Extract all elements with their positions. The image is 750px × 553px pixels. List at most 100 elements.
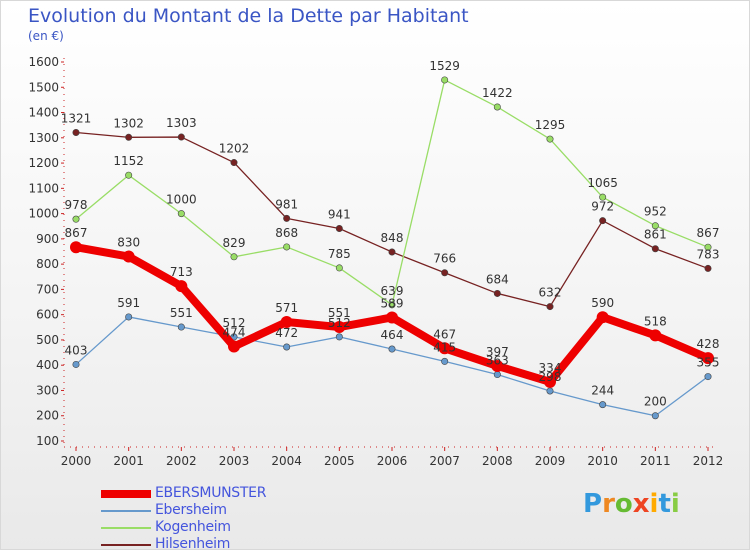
data-point-hilsenheim: [335, 225, 343, 233]
data-point-ebersmunster: [544, 375, 556, 388]
series-layer: [70, 76, 714, 420]
data-point-kogenheim: [388, 301, 396, 309]
data-label-ebersmunster: 518: [644, 314, 667, 328]
data-point-ebersmunster: [596, 311, 609, 324]
data-label-ebersmunster: 428: [697, 337, 720, 351]
legend-swatch: [101, 490, 151, 498]
data-point-ebersmunster: [438, 342, 451, 355]
x-tick-label: 2012: [693, 454, 724, 468]
data-label-ebersheim: 512: [328, 316, 351, 330]
x-tick-label: 2004: [271, 454, 302, 468]
x-tick-label: 2002: [166, 454, 197, 468]
legend-label: Hilsenheim: [155, 536, 231, 552]
data-label-ebersheim: 298: [539, 370, 562, 384]
legend-item: Hilsenheim: [101, 536, 321, 553]
data-label-kogenheim: 1295: [535, 118, 566, 132]
data-point-hilsenheim: [651, 245, 659, 253]
data-point-ebersheim: [651, 412, 659, 420]
y-tick-label: 1500: [28, 80, 59, 94]
data-label-ebersmunster: 713: [170, 265, 193, 279]
y-tick-label: 1600: [28, 55, 59, 69]
data-point-hilsenheim: [177, 133, 185, 141]
data-label-kogenheim: 1152: [113, 154, 144, 168]
y-tick-label: 300: [36, 383, 59, 397]
legend-item: Kogenheim: [101, 519, 321, 536]
data-label-hilsenheim: 941: [328, 208, 351, 222]
data-point-hilsenheim: [72, 128, 80, 136]
data-label-ebersheim: 551: [170, 306, 193, 320]
data-label-hilsenheim: 1302: [113, 116, 144, 130]
data-point-ebersmunster: [175, 280, 188, 293]
data-point-hilsenheim: [388, 248, 396, 256]
proxiti-logo: Proxiti: [583, 489, 680, 519]
data-point-ebersmunster: [702, 352, 714, 365]
data-label-kogenheim: 978: [65, 198, 88, 212]
data-label-kogenheim: 1000: [166, 193, 197, 207]
data-point-ebersmunster: [228, 340, 240, 353]
y-tick-label: 1200: [28, 156, 59, 170]
data-label-ebersheim: 244: [591, 384, 614, 398]
data-point-ebersheim: [125, 313, 133, 321]
legend-swatch: [101, 510, 151, 512]
data-point-ebersmunster: [70, 241, 82, 254]
legend-item: EBERSMUNSTER: [101, 485, 321, 502]
data-label-hilsenheim: 972: [591, 200, 614, 214]
data-point-kogenheim: [72, 215, 80, 223]
data-point-ebersmunster: [280, 315, 293, 328]
data-label-ebersheim: 591: [117, 296, 140, 310]
data-label-kogenheim: 868: [275, 226, 298, 240]
y-tick-label: 400: [36, 358, 59, 372]
data-point-hilsenheim: [546, 303, 554, 311]
data-label-hilsenheim: 981: [275, 197, 298, 211]
data-point-ebersheim: [388, 345, 396, 353]
x-tick-label: 2008: [482, 454, 513, 468]
data-label-hilsenheim: 632: [539, 286, 562, 300]
data-point-ebersheim: [546, 387, 554, 395]
legend: EBERSMUNSTER Ebersheim Kogenheim Hilsenheim: [101, 485, 321, 553]
data-label-hilsenheim: 1202: [219, 142, 250, 156]
data-label-hilsenheim: 684: [486, 272, 509, 286]
line-chart: 100 200 300 400 500 600 700 800 900 1000 1100 1200 1…: [28, 55, 723, 468]
data-point-ebersmunster: [333, 321, 346, 334]
data-label-ebersmunster: 334: [539, 361, 562, 375]
data-point-ebersmunster: [122, 250, 135, 263]
y-tick-label: 800: [36, 257, 59, 271]
x-tick-label: 2010: [587, 454, 618, 468]
data-point-kogenheim: [704, 243, 712, 251]
legend-label: Ebersheim: [155, 502, 227, 518]
data-label-kogenheim: 829: [223, 236, 246, 250]
data-point-ebersheim: [493, 371, 501, 379]
axes: 100 200 300 400 500 600 700 800 900 1000 1100 1200 1…: [28, 55, 723, 468]
y-tick-label: 1300: [28, 131, 59, 145]
y-tick-label: 1000: [28, 207, 59, 221]
data-point-ebersheim: [177, 323, 185, 331]
data-point-kogenheim: [651, 222, 659, 230]
x-tick-label: 2005: [324, 454, 355, 468]
data-label-hilsenheim: 1321: [61, 111, 92, 125]
data-label-ebersmunster: 571: [275, 301, 298, 315]
data-point-ebersheim: [704, 373, 712, 381]
data-label-ebersmunster: 474: [223, 326, 246, 340]
data-label-kogenheim: 785: [328, 247, 351, 261]
legend-label: Kogenheim: [155, 519, 231, 535]
data-label-kogenheim: 1422: [482, 86, 513, 100]
y-tick-label: 1400: [28, 106, 59, 120]
data-point-kogenheim: [441, 76, 449, 84]
data-label-ebersheim: 200: [644, 395, 667, 409]
data-label-kogenheim: 639: [381, 284, 404, 298]
data-label-kogenheim: 867: [697, 226, 720, 240]
data-label-ebersmunster: 397: [486, 345, 509, 359]
data-label-ebersheim: 403: [65, 343, 88, 357]
data-point-hilsenheim: [704, 264, 712, 272]
data-point-ebersheim: [335, 333, 343, 341]
y-tick-label: 100: [36, 434, 59, 448]
data-point-kogenheim: [335, 264, 343, 272]
data-point-hilsenheim: [441, 269, 449, 277]
y-tick-label: 200: [36, 409, 59, 423]
data-label-hilsenheim: 861: [644, 228, 667, 242]
x-tick-label: 2001: [113, 454, 144, 468]
data-label-hilsenheim: 783: [697, 247, 720, 261]
data-label-hilsenheim: 848: [381, 231, 404, 245]
data-label-ebersmunster: 589: [381, 296, 404, 310]
